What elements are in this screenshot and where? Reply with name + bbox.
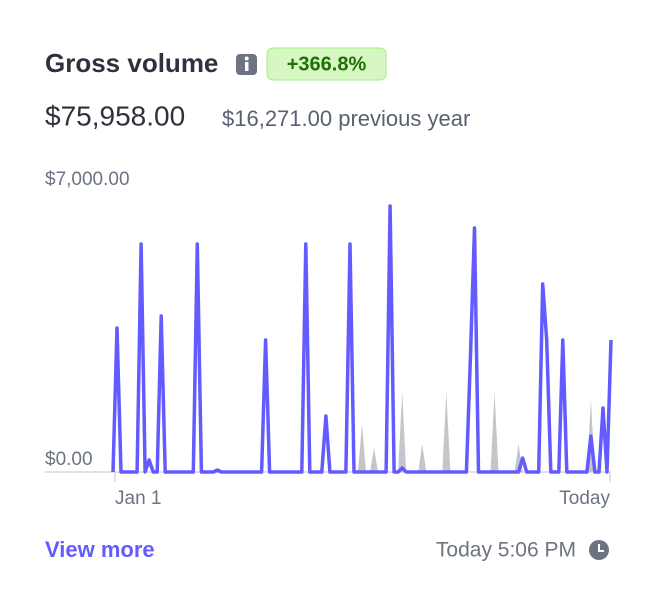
y-tick-label: $7,000.00 [45,169,130,190]
x-tick-label: Today [559,488,610,509]
x-tick-label: Jan 1 [115,488,161,509]
y-tick-label: $0.00 [45,449,93,470]
badge-bg [266,47,387,81]
previous-year-area [113,392,611,472]
badge: +366.8% [287,53,367,75]
current-line [111,204,613,474]
info-icon-stem [245,62,249,71]
total: $75,958.00 [45,100,185,131]
info-icon-dot [244,56,249,61]
previous-amount: $16,271.00 [222,106,332,131]
previous-label: previous year [338,106,470,131]
timestamp: Today 5:06 PM [436,539,576,562]
clock-hands [598,544,604,552]
info-icon[interactable] [236,54,257,75]
previous: $16,271.00 previous year [222,106,470,131]
view-more-link[interactable]: View more [45,537,155,562]
plot: $0.00 $7,000.00 Jan 1 Today [45,169,613,509]
clock-icon [589,540,609,560]
title: Gross volume [45,48,218,78]
